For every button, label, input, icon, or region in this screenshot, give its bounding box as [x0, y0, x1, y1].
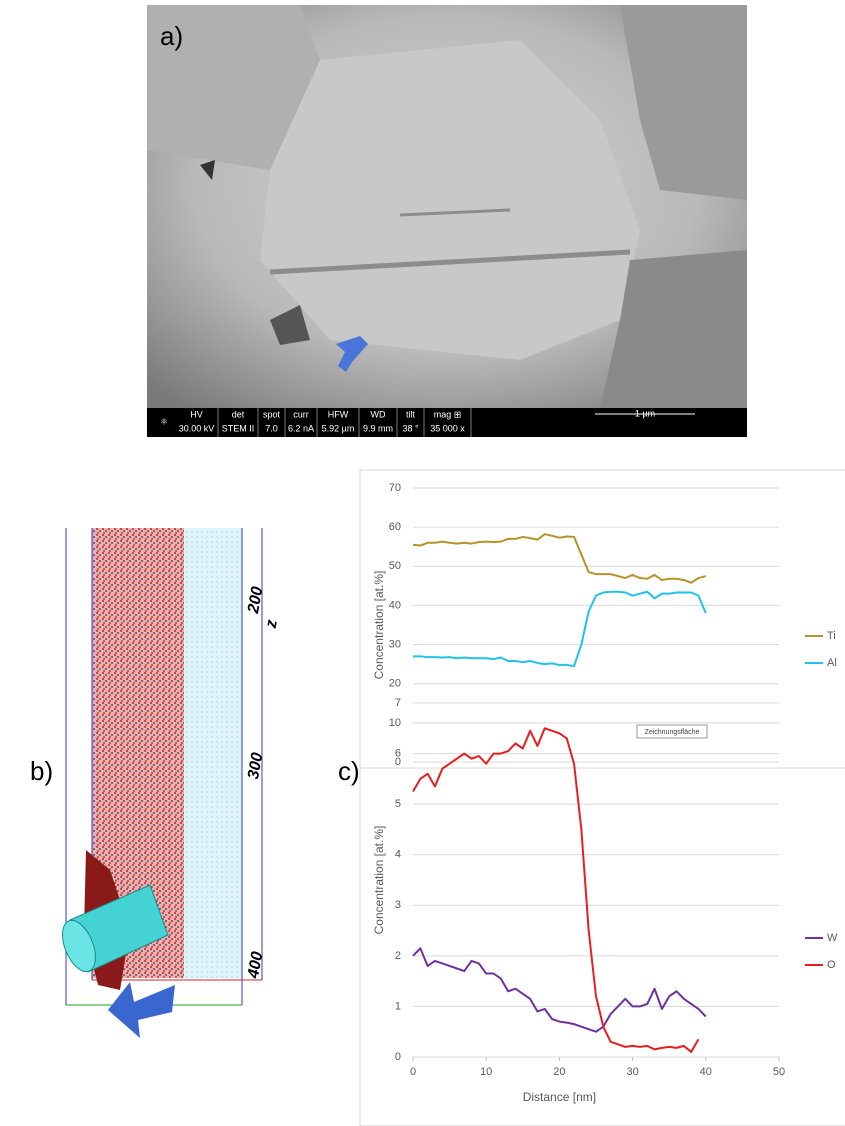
sem-field-value: 30.00 kV — [179, 423, 215, 433]
y-tick-label: 3 — [395, 899, 401, 911]
y-tick-label: 2 — [395, 950, 401, 962]
cylinder-end — [62, 919, 96, 973]
feature — [399, 208, 511, 217]
sem-field-name: curr — [293, 409, 309, 419]
grain — [147, 5, 320, 170]
x-tick-label: 0 — [410, 1066, 416, 1078]
sem-field-value: 7.0 — [265, 423, 278, 433]
y-tick-label: 40 — [389, 599, 401, 611]
scale-label: 1 µm — [635, 408, 655, 418]
sem-field-value: 9.9 mm — [363, 423, 393, 433]
sem-field-value: 38 ° — [402, 423, 419, 433]
sem-field-value: 35 000 x — [430, 423, 465, 433]
legend-label: Ti — [827, 630, 836, 642]
annotation: Zeichnungsfläche — [645, 729, 700, 736]
legend-label: W — [827, 932, 838, 944]
apt-column — [184, 528, 242, 978]
series-line — [413, 590, 707, 668]
arrow — [108, 982, 175, 1038]
y-tick-label: 60 — [389, 521, 401, 533]
apt-tick: 300 — [245, 751, 266, 780]
x-tick-label: 50 — [773, 1066, 785, 1078]
x-tick-label: 10 — [480, 1066, 492, 1078]
sem-field-value: 6.2 nA — [288, 423, 314, 433]
series-line — [412, 947, 707, 1033]
series-line — [412, 533, 707, 584]
panel-label: a) — [160, 21, 183, 51]
sem-field-name: HFW — [328, 409, 349, 419]
y-tick-label: 7 — [395, 697, 401, 709]
grain — [620, 5, 747, 200]
y-tick-label: 6 — [395, 747, 401, 759]
arrow — [336, 336, 368, 372]
x-tick-label: 40 — [700, 1066, 712, 1078]
legend-label: Al — [827, 657, 837, 669]
y-tick-label: 50 — [389, 560, 401, 572]
apt-axis-label: z — [262, 619, 280, 631]
logo: ⚛ — [160, 416, 168, 426]
y-axis-label: Concentration [at.%] — [372, 826, 386, 935]
y-tick-label: 4 — [395, 849, 401, 861]
panel-label: b) — [30, 756, 53, 786]
y-tick-label: 5 — [395, 798, 401, 810]
x-tick-label: 30 — [626, 1066, 638, 1078]
sem-field-name: tilt — [406, 409, 415, 419]
sem-image: ⚛ — [147, 5, 747, 437]
x-tick-label: 20 — [553, 1066, 565, 1078]
sem-field-name: spot — [263, 409, 281, 419]
y-tick-label: 0 — [395, 1051, 401, 1063]
y-tick-label: 30 — [389, 638, 401, 650]
feature — [270, 305, 310, 345]
chart-frame — [359, 767, 845, 1126]
grain — [260, 40, 640, 360]
apt-image — [62, 528, 263, 1038]
y-tick-label: 1 — [395, 1000, 401, 1012]
sem-field-name: WD — [371, 409, 386, 419]
series-line — [412, 727, 700, 1053]
feature — [200, 160, 215, 180]
sem-field-name: mag ⊞ — [434, 409, 462, 419]
legend-label: O — [827, 959, 836, 971]
x-axis-label: Distance [nm] — [523, 1090, 596, 1104]
feature — [269, 249, 631, 275]
y-tick-label: 20 — [389, 678, 401, 690]
y-tick-label: 70 — [389, 482, 401, 494]
panel-label: c) — [338, 756, 360, 786]
apt-tick: 400 — [245, 950, 267, 980]
annotation-box — [636, 724, 708, 739]
grain — [600, 250, 747, 408]
apt-tick: 200 — [245, 585, 267, 615]
y-tick-label: 0 — [395, 756, 401, 768]
sem-info-bar — [147, 408, 747, 437]
sem-field-value: STEM II — [222, 423, 255, 433]
sem-field-value: 5.92 µm — [322, 423, 355, 433]
sem-field-name: HV — [190, 409, 203, 419]
sem-field-name: det — [232, 409, 245, 419]
y-axis-label: Concentration [at.%] — [372, 571, 386, 680]
y-tick-label: 10 — [389, 717, 401, 729]
chart-frame — [359, 469, 845, 769]
